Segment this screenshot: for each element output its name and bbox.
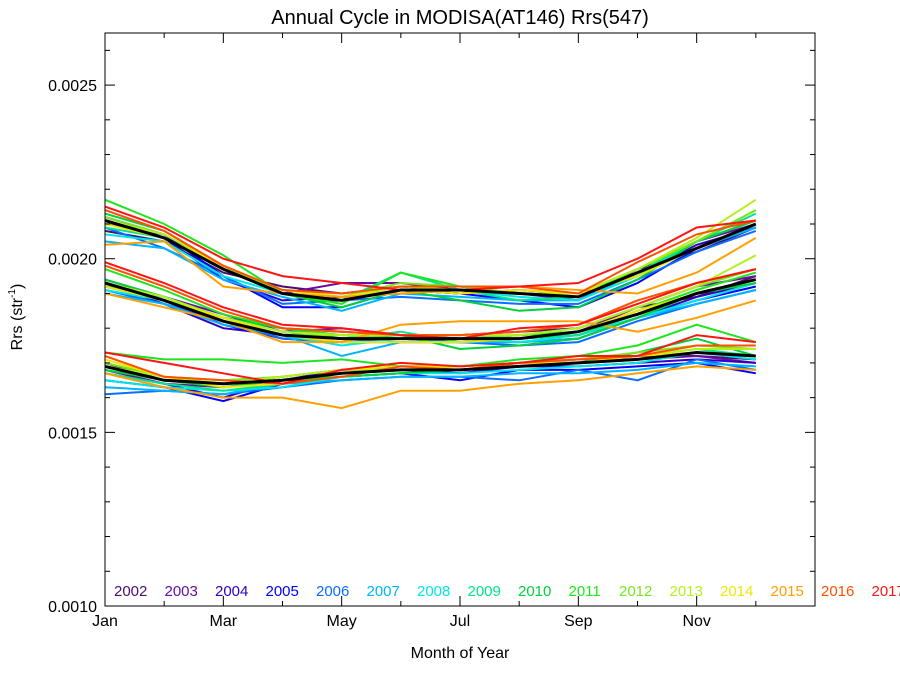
legend-entry-2009: 2009 xyxy=(468,583,501,600)
legend-entry-2006: 2006 xyxy=(316,583,349,600)
legend-entry-2017: 2017 xyxy=(872,583,900,600)
legend-entry-2007: 2007 xyxy=(367,583,400,600)
y-tick-label: 0.0020 xyxy=(48,252,97,269)
legend-entry-2016: 2016 xyxy=(821,583,854,600)
legend-entry-2010: 2010 xyxy=(518,583,551,600)
legend: 2002 2003 2004 2005 2006 2007 2008 2009 2010 2011… xyxy=(114,583,900,600)
series-line-2014-middle xyxy=(104,278,757,344)
x-tick-label: Mar xyxy=(210,613,238,630)
y-axis-label-main: Rrs (str xyxy=(9,297,26,350)
x-tick-label: Nov xyxy=(682,613,710,630)
y-axis-label-sup: -1 xyxy=(7,289,18,298)
y-tick-label: 0.0025 xyxy=(48,78,97,95)
series-line-2017-middle xyxy=(104,261,757,340)
mean-line-upper xyxy=(104,219,757,302)
axes: Jan Mar May Jul Sep Nov 0.0010 0.0015 0.0020 0.00… xyxy=(48,33,815,630)
series-line-2017-lower xyxy=(104,334,756,385)
chart-title: Annual Cycle in MODISA(AT146) Rrs(547) xyxy=(271,7,649,29)
legend-entry-2012: 2012 xyxy=(619,583,652,600)
series-line-2015-lower xyxy=(104,365,756,410)
y-axis-label-close: ) xyxy=(9,284,26,289)
legend-entry-2013: 2013 xyxy=(670,583,703,600)
series-line-2007-lower xyxy=(104,361,756,396)
y-tick-label: 0.0015 xyxy=(48,425,97,442)
legend-entry-2005: 2005 xyxy=(266,583,299,600)
legend-entry-2003: 2003 xyxy=(165,583,198,600)
series-lines xyxy=(104,198,757,410)
series-line-2016-lower xyxy=(104,344,756,385)
x-axis-label: Month of Year xyxy=(411,645,510,662)
x-tick-label: Jan xyxy=(92,613,118,630)
series-line-2014-lower xyxy=(104,351,756,389)
y-tick-label: 0.0010 xyxy=(48,599,97,616)
x-tick-label: Sep xyxy=(564,613,593,630)
legend-entry-2014: 2014 xyxy=(720,583,753,600)
legend-entry-2011: 2011 xyxy=(569,583,601,600)
mean-line-middle xyxy=(104,278,757,341)
mean-lines xyxy=(104,219,757,386)
legend-entry-2008: 2008 xyxy=(417,583,450,600)
legend-entry-2004: 2004 xyxy=(215,583,248,600)
series-line-2016-middle xyxy=(104,264,757,337)
series-line-2016-upper xyxy=(104,209,757,295)
y-axis-label: Rrs (str-1) xyxy=(7,284,26,351)
x-tick-label: May xyxy=(327,613,357,630)
series-line-2017-upper xyxy=(104,205,756,291)
mean-line-lower xyxy=(104,350,756,386)
legend-entry-2015: 2015 xyxy=(771,583,804,600)
series-line-2012-lower xyxy=(104,344,756,382)
series-line-2015-upper xyxy=(104,237,757,298)
x-tick-label: Jul xyxy=(450,613,470,630)
legend-entry-2002: 2002 xyxy=(114,583,147,600)
